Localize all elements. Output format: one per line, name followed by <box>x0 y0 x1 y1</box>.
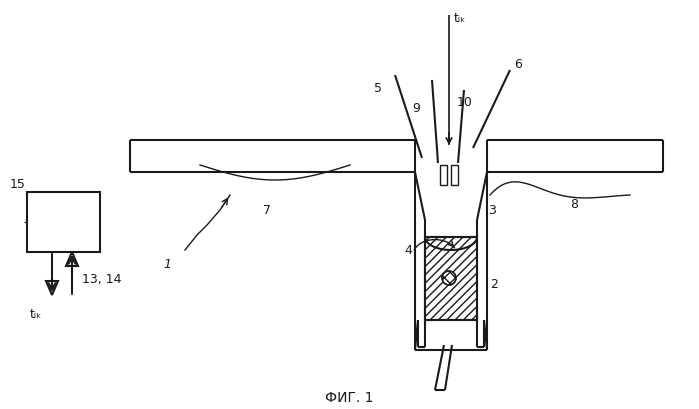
Text: 15: 15 <box>10 178 26 191</box>
Bar <box>27 192 100 252</box>
Text: 7: 7 <box>263 204 271 216</box>
Text: 4: 4 <box>404 243 412 256</box>
Text: 9: 9 <box>412 101 420 115</box>
Text: 10: 10 <box>457 95 473 108</box>
Text: 3: 3 <box>488 204 496 216</box>
Bar <box>425 237 477 320</box>
Bar <box>440 165 447 185</box>
Text: 2: 2 <box>490 279 498 292</box>
Text: 8: 8 <box>570 198 578 211</box>
Circle shape <box>442 271 456 285</box>
Text: 13, 14: 13, 14 <box>82 274 122 286</box>
Text: 6: 6 <box>514 58 522 72</box>
Text: tᵢₖ: tᵢₖ <box>30 308 43 321</box>
Bar <box>451 165 458 185</box>
Text: tᵢₖ: tᵢₖ <box>454 11 466 25</box>
Text: 5: 5 <box>374 81 382 94</box>
Text: 1: 1 <box>163 258 171 272</box>
Text: ФИГ. 1: ФИГ. 1 <box>325 391 373 405</box>
